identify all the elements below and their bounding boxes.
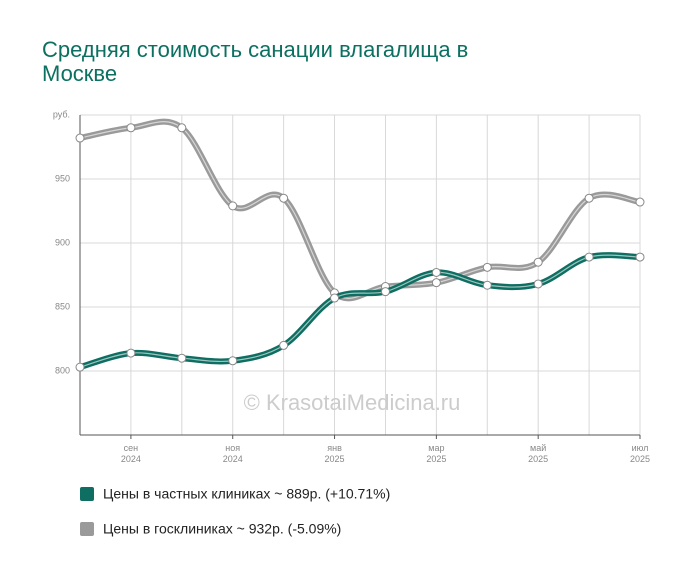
legend-swatch <box>80 522 94 536</box>
x-tick-label: янв 2025 <box>324 443 345 464</box>
point <box>126 123 136 133</box>
point <box>279 193 289 203</box>
point <box>228 356 238 366</box>
chart-title: Средняя стоимость санации влагалища в Мо… <box>42 37 469 86</box>
point <box>228 201 238 211</box>
point <box>330 293 340 303</box>
point <box>635 252 645 262</box>
point <box>177 353 187 363</box>
point <box>482 262 492 272</box>
series-line <box>79 252 641 371</box>
point <box>431 278 441 288</box>
point <box>635 197 645 207</box>
x-tick-label: ноя 2024 <box>222 443 243 464</box>
watermark: © KrasotaiMedicina.ru <box>244 390 461 415</box>
y-tick-label: 850 <box>55 301 70 311</box>
point <box>126 348 136 358</box>
point <box>533 279 543 289</box>
point <box>431 267 441 277</box>
point <box>482 280 492 290</box>
point <box>177 123 187 133</box>
x-tick-label: сен 2024 <box>120 443 141 464</box>
x-tick-label: май 2025 <box>528 443 549 464</box>
y-tick-label: 900 <box>55 237 70 247</box>
y-tick-label: 800 <box>55 365 70 375</box>
point <box>75 133 85 143</box>
x-tick-label: июл 2025 <box>629 443 651 464</box>
point <box>380 287 390 297</box>
legend-label: Цены в госклиниках ~ 932р. (-5.09%) <box>103 521 341 537</box>
point <box>584 252 594 262</box>
point <box>584 193 594 203</box>
point <box>75 362 85 372</box>
y-tick-label: руб. <box>53 109 70 119</box>
legend-label: Цены в частных клиниках ~ 889р. (+10.71%… <box>103 486 390 502</box>
legend-swatch <box>80 487 94 501</box>
point <box>533 257 543 267</box>
y-tick-label: 950 <box>55 173 70 183</box>
point <box>279 340 289 350</box>
x-tick-label: мар 2025 <box>426 443 447 464</box>
